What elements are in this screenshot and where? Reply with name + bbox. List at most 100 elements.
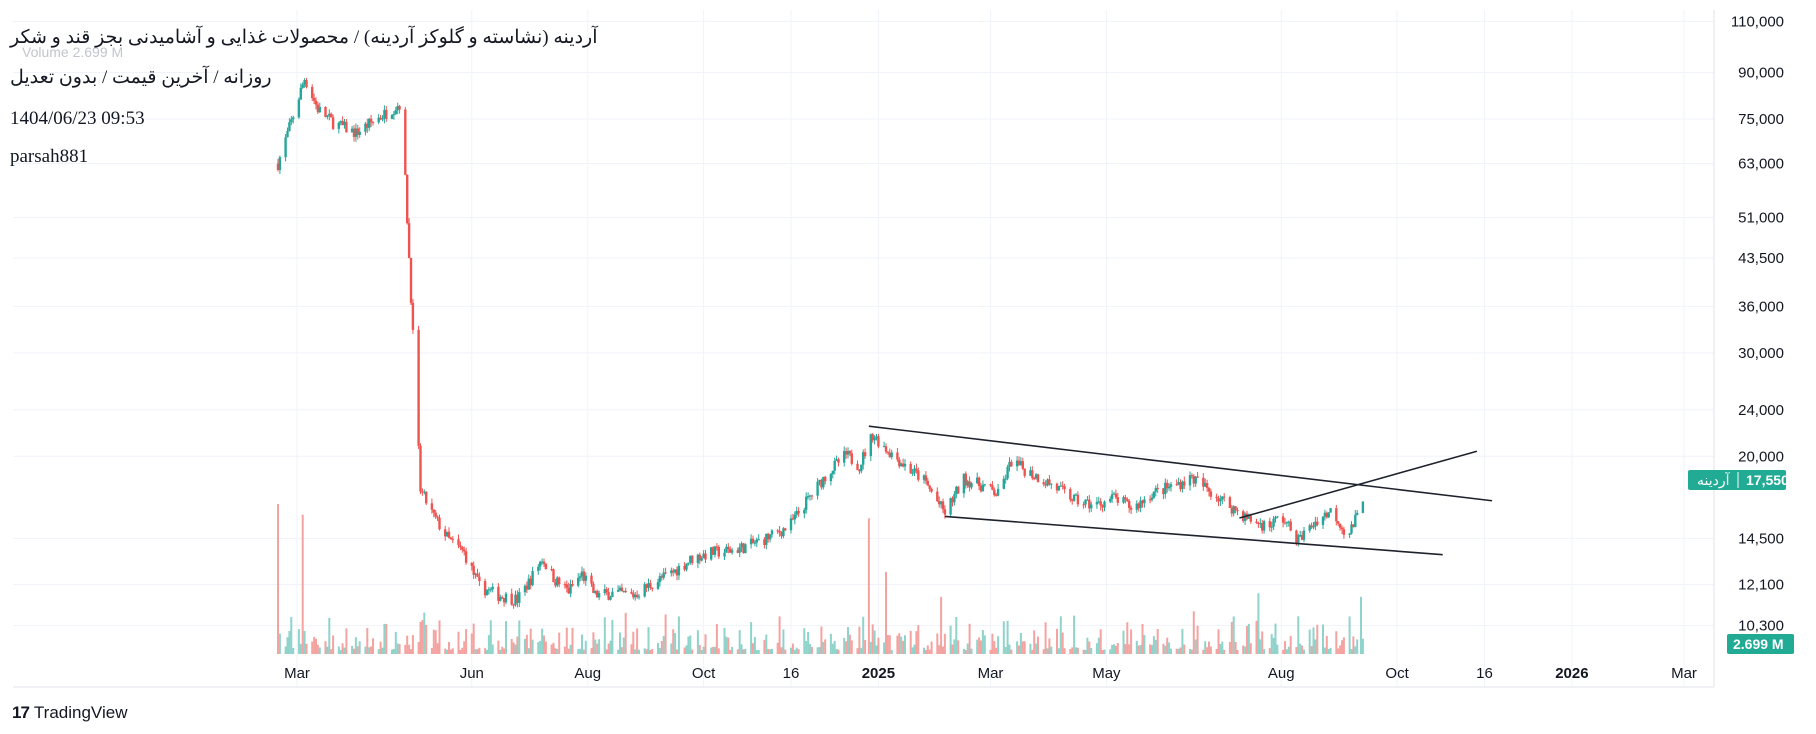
volume-bar	[1249, 643, 1252, 654]
volume-bar	[1035, 643, 1038, 654]
volume-bar	[529, 628, 532, 654]
volume-bar	[900, 636, 903, 654]
volume-bar	[793, 649, 796, 654]
volume-bar	[1114, 645, 1117, 654]
time-axis[interactable]: Mar Jun Aug Oct 16 2025 Mar May Aug Oct 16 2026 Mar	[284, 665, 1697, 682]
candle-body	[1124, 497, 1127, 500]
candle-body	[673, 569, 677, 573]
volume-bar	[850, 640, 853, 654]
volume-bar	[942, 646, 944, 654]
volume-bar	[1204, 641, 1207, 654]
volume-bar	[457, 631, 460, 654]
candle-body	[290, 119, 293, 123]
candle-body	[527, 578, 530, 590]
price-axis[interactable]: 110,000 90,000 75,000 63,000 51,000 43,500 36,…	[1731, 13, 1784, 634]
candle-body	[1055, 483, 1059, 491]
candle-body	[970, 483, 973, 488]
candle-body	[698, 554, 701, 561]
candle-body	[478, 576, 481, 582]
volume-bar	[727, 637, 730, 654]
candle-body	[377, 117, 380, 123]
volume-bar	[723, 627, 726, 654]
candle-body	[461, 547, 464, 550]
candle-body	[1084, 499, 1087, 505]
y-tick-label: 10,300	[1738, 618, 1784, 635]
volume-bar	[1270, 634, 1273, 654]
candle-body	[303, 79, 306, 85]
candle-body	[913, 468, 916, 473]
candle-body	[434, 512, 437, 517]
volume-bar	[662, 636, 665, 654]
candle-body	[464, 551, 468, 563]
candle-body	[328, 113, 331, 116]
volume-bar	[647, 627, 650, 654]
candle-body	[768, 534, 772, 540]
candle-body	[1137, 503, 1140, 509]
candle-body	[1196, 476, 1199, 478]
volume-bar	[769, 649, 772, 654]
volume-bar	[784, 649, 787, 654]
candle-body	[995, 495, 998, 497]
candle-body	[844, 451, 848, 455]
candle-body	[896, 452, 899, 460]
volume-bar	[351, 645, 354, 654]
volume-bar	[1354, 646, 1357, 654]
candle-body	[1135, 503, 1138, 510]
candle-body	[463, 549, 466, 552]
volume-bar	[698, 645, 701, 654]
volume-bar	[1139, 645, 1142, 654]
volume-bar	[1325, 635, 1328, 654]
candle-body	[569, 583, 572, 594]
candle-body	[833, 460, 836, 471]
candle-body	[1188, 475, 1192, 486]
volume-bar	[651, 648, 654, 654]
volume-bar	[1316, 624, 1319, 654]
volume-bar	[577, 649, 580, 654]
volume-bar	[790, 647, 792, 654]
candle-body	[1285, 522, 1289, 524]
candle-body	[392, 113, 396, 115]
volume-bar	[1128, 644, 1131, 654]
volume-bar	[1194, 639, 1197, 654]
candle-body	[276, 163, 280, 170]
candle-body	[499, 597, 502, 601]
candle-body	[968, 481, 971, 488]
candle-body	[882, 446, 886, 448]
volume-bar	[550, 644, 553, 654]
candle-body	[1281, 516, 1285, 523]
candle-body	[1004, 478, 1007, 480]
volume-bar	[278, 633, 281, 654]
candle-body	[421, 491, 424, 493]
candle-body	[957, 486, 960, 494]
volume-bar	[1242, 645, 1245, 654]
tradingview-logo[interactable]: 17 TradingView	[12, 703, 127, 723]
volume-bar	[1090, 648, 1093, 654]
candle-body	[430, 503, 434, 510]
volume-bar	[444, 648, 447, 654]
candle-body	[922, 475, 926, 480]
volume-bar	[512, 642, 515, 654]
volume-bar	[888, 635, 891, 654]
candle-body	[890, 452, 893, 458]
candle-body	[1283, 522, 1287, 524]
y-tick-label: 51,000	[1738, 209, 1784, 226]
volume-bar	[501, 646, 504, 654]
volume-bar	[1116, 643, 1119, 654]
volume-bar	[1282, 649, 1285, 654]
tradingview-logo-icon: 17	[12, 703, 30, 722]
candle-body	[1063, 486, 1066, 490]
x-tick-label: Aug	[574, 665, 601, 682]
candle-body	[366, 123, 369, 128]
volume-bar	[1289, 635, 1292, 654]
volume-bar	[432, 629, 435, 654]
volume-spike-bar	[301, 514, 304, 654]
candle-body	[445, 531, 449, 537]
candle-body	[417, 329, 420, 446]
candle-body	[1082, 504, 1085, 506]
candle-body	[742, 543, 745, 554]
candle-body	[778, 530, 781, 533]
trendlines[interactable]	[868, 425, 1493, 556]
candle-body	[1008, 461, 1011, 467]
candle-body	[594, 590, 597, 593]
